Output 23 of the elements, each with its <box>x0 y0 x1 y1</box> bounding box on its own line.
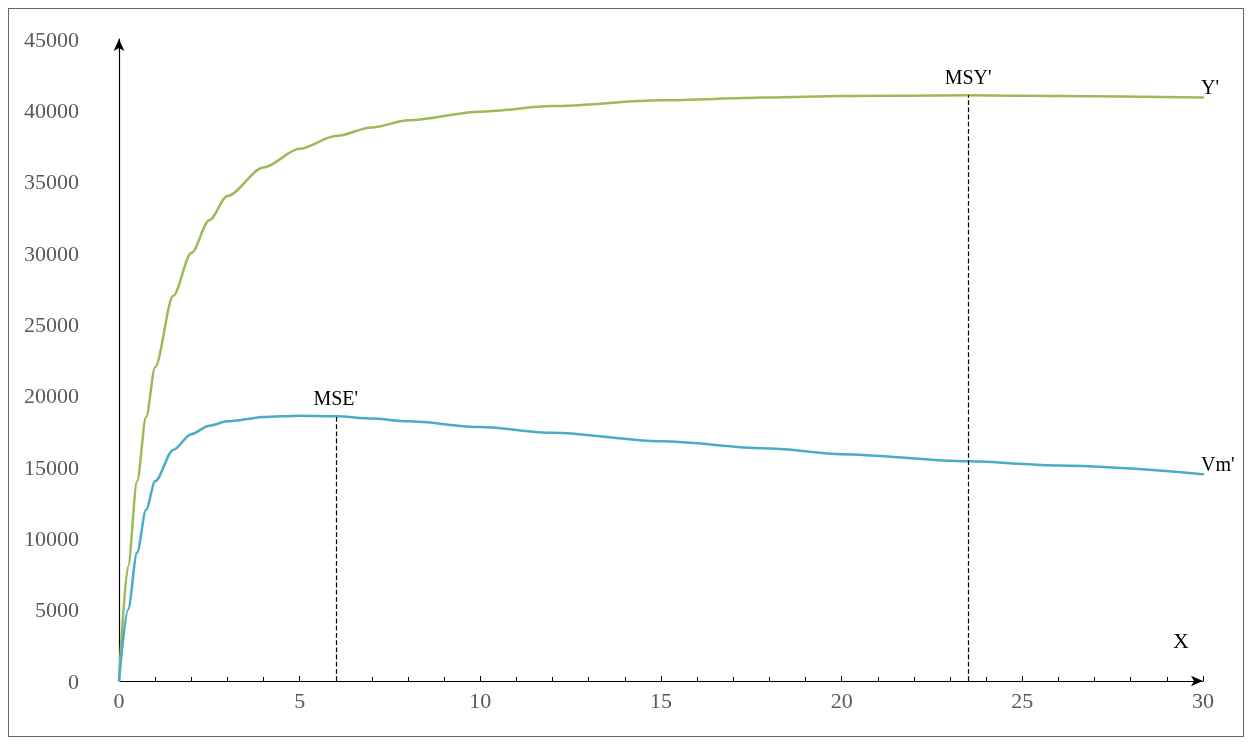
y-tick-label: 0 <box>68 668 79 694</box>
y-tick-label: 5000 <box>35 597 79 623</box>
y-tick-label: 25000 <box>24 311 79 337</box>
frame: X 0 5000 10000 15000 20000 25000 30000 35000 40000 45000 0 5 10 15 20 25 30 Y' Vm' MSE' MSY' <box>8 8 1244 737</box>
series-label: Vm' <box>1201 453 1235 476</box>
y-tick-label: 10000 <box>24 525 79 551</box>
x-tick-label: 5 <box>294 687 306 713</box>
y-tick-label: 20000 <box>24 383 79 409</box>
y-tick-label: 35000 <box>24 169 79 195</box>
x-tick-label: 25 <box>1011 687 1034 713</box>
ref-line-label: MSE' <box>313 387 359 410</box>
series-label: Y' <box>1201 76 1220 99</box>
y-tick-label: 45000 <box>24 26 79 52</box>
x-tick-label: 15 <box>650 687 672 713</box>
x-tick-label: 0 <box>113 687 125 713</box>
y-tick-label: 40000 <box>24 97 79 123</box>
x-tick-label: 10 <box>469 687 492 713</box>
y-tick-label: 30000 <box>24 240 79 266</box>
x-tick-label: 30 <box>1192 687 1214 713</box>
x-tick-label: 20 <box>830 687 853 713</box>
ref-line-label: MSY' <box>944 66 992 89</box>
x-axis-title: X <box>1173 627 1189 653</box>
y-tick-label: 15000 <box>24 454 79 480</box>
